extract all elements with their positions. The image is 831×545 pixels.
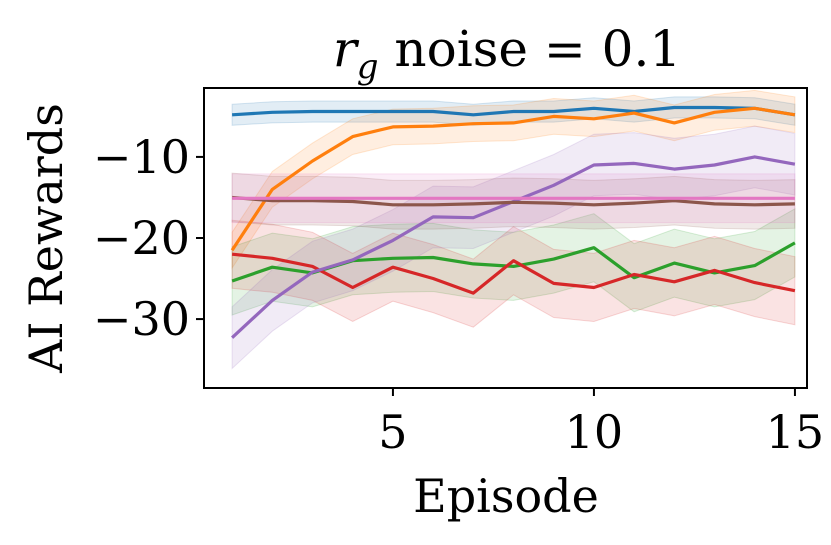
x-tick-label: 5 — [378, 405, 407, 459]
y-tick-label: −10 — [93, 130, 190, 184]
x-axis-ticks: 5 10 15 — [378, 388, 824, 459]
confidence-bands — [231, 89, 796, 370]
title-subscript: g — [357, 47, 379, 87]
line-series-1 — [232, 105, 796, 117]
x-axis-label: Episode — [413, 469, 599, 523]
y-tick-label: −30 — [93, 292, 190, 346]
title-symbol: r — [333, 20, 360, 78]
line-series-2 — [230, 106, 796, 252]
y-tick-label: −20 — [93, 211, 190, 265]
line-series-6 — [231, 195, 795, 207]
title-rest: noise = 0.1 — [379, 20, 682, 78]
y-axis-label: AI Rewards — [19, 103, 73, 374]
band-series-5 — [231, 125, 796, 370]
line-series-4 — [231, 252, 796, 295]
x-tick-label: 15 — [766, 405, 825, 459]
y-axis-ticks: −10 −20 −30 — [93, 130, 204, 346]
x-tick-label: 10 — [565, 405, 624, 459]
chart-title: rg noise = 0.1 — [333, 20, 681, 87]
band-series-4 — [231, 219, 796, 328]
band-series-2 — [231, 89, 796, 270]
series-lines — [230, 105, 796, 339]
